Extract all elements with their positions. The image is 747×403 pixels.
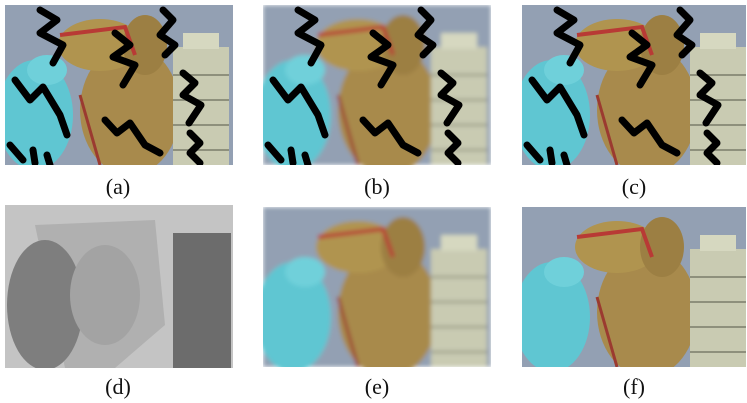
panel-c-image [522,5,746,165]
panel-f-image [522,207,746,367]
figure: (a) (b) (c) (d) (e) (f) [0,0,747,403]
caption: (c) [594,174,674,200]
panel-d-depth-map [5,205,233,368]
caption: (f) [594,374,674,400]
panel-b-image [263,5,491,165]
caption: (a) [78,174,158,200]
caption: (e) [337,374,417,400]
caption: (b) [337,174,417,200]
panel-e-image [263,207,491,367]
panel-a-image [5,5,233,165]
caption: (d) [78,374,158,400]
